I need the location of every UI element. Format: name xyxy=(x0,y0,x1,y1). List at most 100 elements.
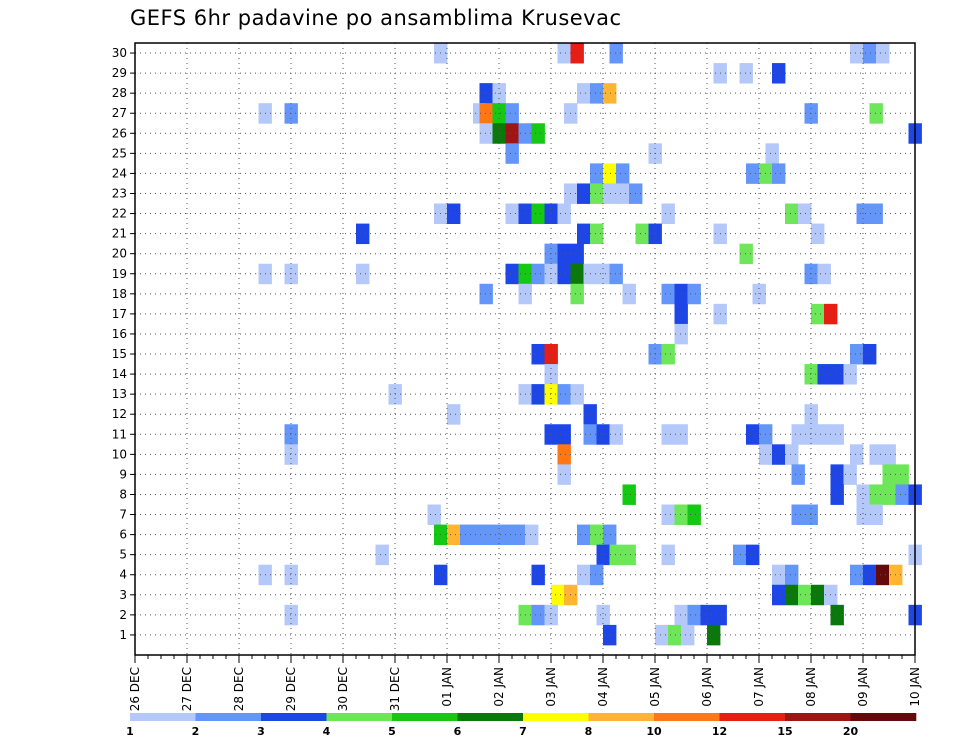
heatmap-cell xyxy=(557,424,571,445)
heatmap-cell xyxy=(687,604,701,626)
x-tick-label: 08 JAN xyxy=(804,667,818,707)
chart-title: GEFS 6hr padavine po ansamblima Krusevac xyxy=(130,6,622,30)
heatmap-cell xyxy=(557,263,571,285)
y-tick-label: 25 xyxy=(112,146,127,160)
y-tick-label: 5 xyxy=(119,548,127,562)
legend-color-box xyxy=(392,713,458,721)
legend-level-label: 10 xyxy=(646,725,662,738)
heatmap-cell xyxy=(505,263,519,285)
heatmap-cell xyxy=(772,163,786,184)
heatmap-cell xyxy=(544,424,558,445)
heatmap-cell xyxy=(590,564,604,586)
heatmap-cell xyxy=(752,283,766,305)
y-tick-label: 24 xyxy=(112,166,127,180)
x-tick-label: 30 DEC xyxy=(336,667,350,711)
legend-color-box xyxy=(261,713,327,721)
y-tick-label: 8 xyxy=(119,487,127,501)
y-tick-label: 2 xyxy=(119,608,127,622)
y-tick-label: 3 xyxy=(119,588,127,602)
heatmap-cell xyxy=(479,83,493,104)
legend-level-label: 3 xyxy=(257,725,265,738)
heatmap-cell xyxy=(460,524,474,546)
heatmap-cell xyxy=(284,444,298,465)
heatmap-cell xyxy=(577,524,591,546)
heatmap-cell xyxy=(505,123,519,144)
y-tick-label: 13 xyxy=(112,387,127,401)
x-tick-label: 09 JAN xyxy=(856,667,870,707)
heatmap-cell xyxy=(609,424,623,445)
heatmap-cell xyxy=(557,444,571,465)
heatmap-cell xyxy=(531,564,545,586)
heatmap-cell xyxy=(674,504,688,525)
x-tick-label: 28 DEC xyxy=(232,667,246,711)
heatmap-cell xyxy=(577,564,591,586)
heatmap-cell xyxy=(609,544,623,566)
heatmap-cell xyxy=(746,424,760,445)
heatmap-cell xyxy=(772,584,786,606)
heatmap-cell xyxy=(570,384,584,405)
heatmap-cell xyxy=(531,343,545,365)
heatmap-cell xyxy=(622,484,636,505)
heatmap-cell xyxy=(765,143,779,164)
heatmap-cell xyxy=(876,564,890,586)
heatmap-cell xyxy=(577,183,591,204)
y-tick-label: 6 xyxy=(119,528,127,542)
heatmap-cell xyxy=(687,504,701,525)
legend-level-label: 7 xyxy=(519,725,527,738)
heatmap-cell xyxy=(622,544,636,566)
heatmap-cell xyxy=(505,143,519,164)
heatmap-cell xyxy=(681,624,695,646)
heatmap-cell xyxy=(811,584,825,606)
axes-layer: 1234567891011121314151617181920212223242… xyxy=(112,42,922,711)
heatmap-cell xyxy=(869,103,883,124)
y-tick-label: 16 xyxy=(112,327,127,341)
heatmap-cell xyxy=(616,163,630,184)
heatmap-cell xyxy=(609,43,623,64)
heatmap-cell xyxy=(817,263,831,285)
heatmap-cell xyxy=(817,424,831,445)
heatmap-cell xyxy=(895,464,909,485)
heatmap-cell xyxy=(479,103,493,124)
heatmap-cell xyxy=(590,223,604,245)
y-tick-label: 21 xyxy=(112,227,127,241)
heatmap-cell xyxy=(557,464,571,485)
legend-layer: 1 2 3 4 5 6 7 8 10 12 15 20 xyxy=(126,713,917,738)
legend-color-box xyxy=(523,713,589,721)
heatmap-cell xyxy=(590,163,604,184)
heatmap-cell xyxy=(811,303,825,325)
heatmap-cell xyxy=(557,203,571,224)
heatmap-cell xyxy=(427,504,441,525)
heatmap-cell xyxy=(531,123,545,144)
legend-level-label: 1 xyxy=(126,725,134,738)
legend-level-label: 12 xyxy=(712,725,727,738)
y-tick-label: 1 xyxy=(119,628,127,642)
heatmap-cell xyxy=(356,263,370,285)
heatmap-cell xyxy=(544,384,558,405)
heatmap-cell xyxy=(674,424,688,445)
legend-level-label: 2 xyxy=(192,725,200,738)
heatmap-cell xyxy=(603,163,617,184)
heatmap-cell xyxy=(739,243,753,265)
x-tick-label: 31 DEC xyxy=(388,667,402,711)
y-tick-label: 15 xyxy=(112,347,127,361)
legend-color-box xyxy=(719,713,786,721)
heatmap-cell xyxy=(863,564,877,586)
x-tick-label: 04 JAN xyxy=(596,667,610,707)
heatmap-cell xyxy=(798,584,812,606)
heatmap-cell xyxy=(876,43,890,64)
x-tick-label: 02 JAN xyxy=(492,667,506,707)
heatmap-cell xyxy=(531,384,545,405)
legend-level-label: 8 xyxy=(585,725,593,738)
heatmap-cell xyxy=(356,223,370,245)
y-tick-label: 14 xyxy=(112,367,127,381)
heatmap-cell xyxy=(531,604,545,626)
heatmap-cell xyxy=(830,364,844,385)
heatmap-cell xyxy=(544,343,558,365)
x-tick-label: 10 JAN xyxy=(908,667,922,707)
heatmap-cell xyxy=(739,63,753,84)
heatmap-cell xyxy=(850,43,864,64)
legend-color-box xyxy=(850,713,917,721)
heatmap-cell xyxy=(590,183,604,204)
heatmap-cell xyxy=(661,283,675,305)
